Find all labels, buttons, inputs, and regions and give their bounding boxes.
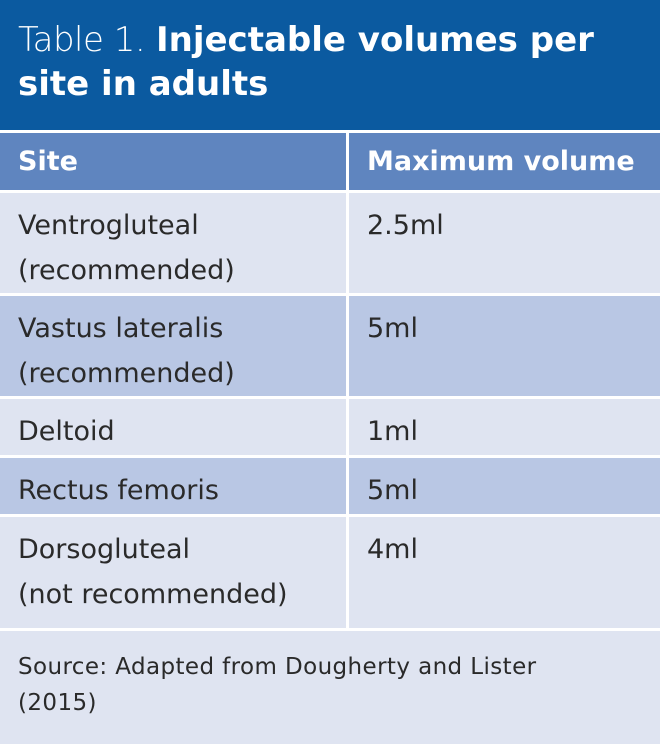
table-cell: Ventrogluteal (recommended) xyxy=(0,193,346,293)
source-note: Source: Adapted from Dougherty and Liste… xyxy=(0,631,660,744)
table-cell: Dorsogluteal (not recommended) xyxy=(0,517,346,628)
table-cell: 1ml xyxy=(349,399,660,455)
table-cell: Vastus lateralis (recommended) xyxy=(0,296,346,396)
table-cell: Deltoid xyxy=(0,399,346,455)
table: Site Maximum volume Ventrogluteal (recomme… xyxy=(0,130,660,628)
table-cell: 2.5ml xyxy=(349,193,660,293)
table-header: Table 1. Injectable volumes per site in … xyxy=(0,0,660,130)
column-header: Site xyxy=(0,133,346,190)
table-cell: 4ml xyxy=(349,517,660,628)
table-label: Table 1. xyxy=(18,20,146,60)
table-cell: Rectus femoris xyxy=(0,458,346,514)
column-header: Maximum volume xyxy=(349,133,660,190)
table-cell: 5ml xyxy=(349,296,660,396)
table-cell: 5ml xyxy=(349,458,660,514)
table-title: Injectable volumes per site in adults xyxy=(18,20,594,104)
